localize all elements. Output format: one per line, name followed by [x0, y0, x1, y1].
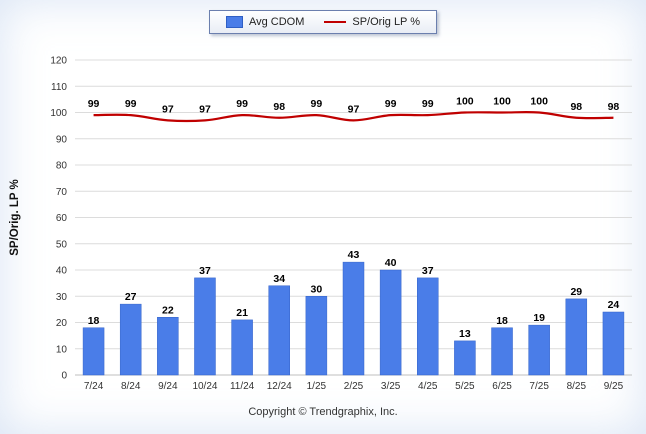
- bar-value-label: 30: [311, 283, 323, 295]
- bar-value-label: 27: [125, 291, 137, 303]
- bar-value-label: 21: [236, 307, 248, 319]
- y-tick-label: 60: [56, 213, 68, 224]
- line-value-label: 99: [385, 98, 397, 110]
- y-tick-label: 0: [61, 371, 67, 382]
- line-series: [93, 110, 614, 123]
- line-value-label: 98: [570, 101, 582, 113]
- bar: [157, 317, 179, 376]
- legend-item-avg-cdom: Avg CDOM: [225, 16, 305, 28]
- bar-swatch-icon: [225, 16, 243, 28]
- bar-value-label: 22: [162, 304, 174, 316]
- bar-value-label: 19: [533, 312, 545, 324]
- bar: [454, 340, 476, 376]
- line-value-label: 97: [199, 103, 211, 115]
- bar-value-label: 34: [273, 273, 285, 285]
- x-tick-label: 1/25: [307, 381, 327, 392]
- x-tick-label: 8/25: [567, 381, 587, 392]
- bar-value-label: 40: [385, 257, 397, 269]
- line-value-label: 99: [125, 98, 137, 110]
- x-tick-label: 9/24: [158, 381, 178, 392]
- y-tick-label: 80: [56, 161, 68, 172]
- bar-value-label: 37: [422, 265, 434, 277]
- line-value-label: 99: [422, 98, 434, 110]
- bar-value-label: 43: [348, 249, 360, 261]
- line-value-label: 100: [493, 96, 511, 108]
- legend: Avg CDOM SP/Orig LP %: [0, 0, 646, 34]
- x-tick-label: 9/25: [604, 381, 624, 392]
- x-tick-label: 6/25: [492, 381, 512, 392]
- bar: [565, 298, 588, 376]
- y-tick-label: 120: [50, 56, 67, 67]
- bar: [268, 285, 290, 376]
- line-value-label: 99: [88, 98, 100, 110]
- combo-chart: 0 10 20 30 40 50 60 70 80 90 100 110 120 SP/Orig. LP …: [9, 56, 632, 392]
- bar-value-label: 24: [608, 299, 620, 311]
- bar: [82, 327, 105, 376]
- bar: [491, 327, 513, 376]
- line-value-label: 100: [456, 96, 474, 108]
- legend-label-avg-cdom: Avg CDOM: [248, 16, 305, 28]
- x-tick-label: 8/24: [121, 381, 141, 392]
- bar-value-label: 13: [459, 328, 471, 340]
- bar: [379, 269, 402, 376]
- bar: [231, 319, 253, 376]
- bar: [305, 296, 328, 376]
- y-tick-label: 90: [56, 134, 68, 145]
- x-tick-label: 3/25: [381, 381, 401, 392]
- y-tick-label: 20: [56, 318, 68, 329]
- line-value-label: 98: [608, 101, 620, 113]
- bar: [602, 311, 625, 376]
- x-tick-label: 12/24: [267, 381, 292, 392]
- bar-value-label: 18: [88, 315, 100, 327]
- legend-item-sp-orig-lp: SP/Orig LP %: [324, 16, 420, 28]
- bar-value-label: 37: [199, 265, 211, 277]
- bar: [417, 277, 439, 376]
- bar: [342, 261, 365, 376]
- copyright-text: Copyright © Trendgraphix, Inc.: [248, 406, 398, 418]
- line-value-label: 97: [348, 103, 360, 115]
- y-tick-label: 40: [56, 266, 68, 277]
- x-tick-label: 10/24: [192, 381, 217, 392]
- x-tick-label: 7/24: [84, 381, 104, 392]
- line-value-label: 98: [273, 101, 285, 113]
- chart-area: 0 10 20 30 40 50 60 70 80 90 100 110 120 SP/Orig. LP …: [0, 40, 646, 396]
- bar: [528, 324, 550, 376]
- x-tick-label: 4/25: [418, 381, 438, 392]
- y-axis-title: SP/Orig. LP %: [9, 179, 21, 255]
- line-value-label: 99: [236, 98, 248, 110]
- x-tick-label: 11/24: [230, 381, 255, 392]
- legend-label-sp-orig-lp: SP/Orig LP %: [352, 16, 421, 28]
- y-tick-label: 110: [51, 82, 67, 93]
- y-tick-label: 10: [56, 344, 68, 355]
- legend-box: Avg CDOM SP/Orig LP %: [208, 10, 438, 34]
- line-value-label: 97: [162, 103, 174, 115]
- y-tick-label: 50: [56, 239, 68, 250]
- y-tick-label: 100: [50, 108, 67, 119]
- y-tick-label: 70: [56, 187, 68, 198]
- x-tick-label: 2/25: [344, 381, 364, 392]
- x-tick-label: 7/25: [529, 381, 549, 392]
- bar: [119, 303, 142, 376]
- line-swatch-icon: [324, 21, 347, 23]
- bar-value-label: 29: [570, 286, 582, 298]
- x-tick-label: 5/25: [455, 381, 475, 392]
- bar-value-label: 18: [496, 315, 508, 327]
- y-tick-label: 30: [56, 292, 68, 303]
- line-value-label: 100: [530, 96, 548, 108]
- line-value-label: 99: [311, 98, 323, 110]
- bar: [194, 277, 216, 376]
